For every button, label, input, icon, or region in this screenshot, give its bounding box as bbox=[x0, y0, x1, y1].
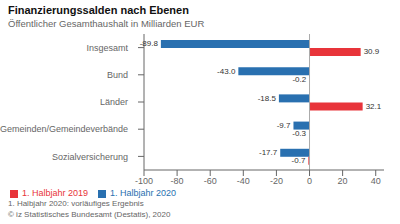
svg-text:-17.7: -17.7 bbox=[259, 148, 278, 157]
svg-text:40: 40 bbox=[371, 176, 381, 186]
svg-text:-43.0: -43.0 bbox=[217, 67, 236, 76]
svg-text:-60: -60 bbox=[204, 176, 217, 186]
svg-text:-0.2: -0.2 bbox=[292, 75, 306, 84]
svg-text:Insgesamt: Insgesamt bbox=[86, 43, 128, 53]
html-text:Öffentlicher Gesamthaushalt in: Öffentlicher Gesamthaushalt in Milliarde… bbox=[8, 18, 205, 29]
html-text:Finanzierungssalden nach Ebene: Finanzierungssalden nach Ebenen bbox=[8, 4, 189, 16]
html-text:1. Halbjahr 2020: vorläufiges: 1. Halbjahr 2020: vorläufiges Ergebnis bbox=[8, 199, 144, 208]
svg-text:Länder: Länder bbox=[100, 97, 128, 107]
svg-text:-20: -20 bbox=[270, 176, 283, 186]
svg-text:-40: -40 bbox=[237, 176, 250, 186]
svg-text:32.1: 32.1 bbox=[366, 102, 382, 111]
svg-text:20: 20 bbox=[338, 176, 348, 186]
svg-text:0: 0 bbox=[307, 176, 312, 186]
svg-text:Bund: Bund bbox=[107, 70, 128, 80]
svg-text:-100: -100 bbox=[135, 176, 153, 186]
svg-text:-0.3: -0.3 bbox=[292, 129, 306, 138]
svg-text:-80: -80 bbox=[171, 176, 184, 186]
html-text:1. Halbjahr 2019: 1. Halbjahr 2019 bbox=[22, 188, 88, 198]
svg-text:Sozialversicherung: Sozialversicherung bbox=[52, 152, 128, 162]
svg-text:30.9: 30.9 bbox=[364, 47, 380, 56]
svg-text:-9.7: -9.7 bbox=[277, 121, 291, 130]
html-text:1. Halbjahr 2020: 1. Halbjahr 2020 bbox=[110, 188, 177, 198]
svg-text:-18.5: -18.5 bbox=[258, 94, 277, 103]
svg-text:-0.7: -0.7 bbox=[292, 156, 306, 165]
html-text:© iz Statistisches Bundesamt (: © iz Statistisches Bundesamt (Destatis),… bbox=[8, 210, 171, 219]
svg-text:Gemeinden/Gemeindeverbände: Gemeinden/Gemeindeverbände bbox=[8, 124, 128, 134]
svg-text:-89.8: -89.8 bbox=[140, 39, 159, 48]
